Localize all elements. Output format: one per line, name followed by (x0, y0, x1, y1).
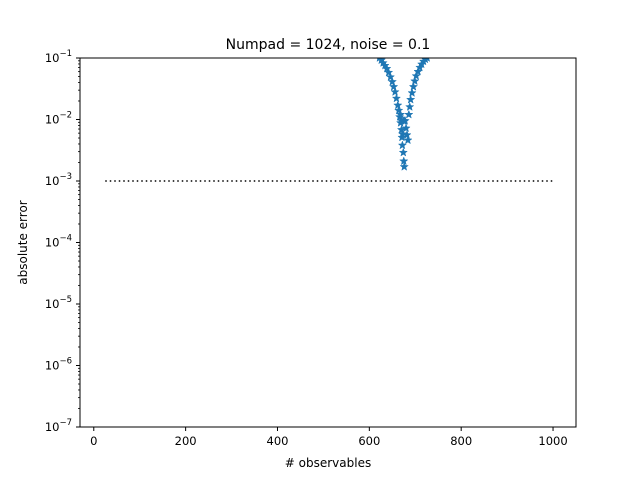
x-tick-label: 400 (267, 434, 289, 448)
data-point-star (388, 81, 399, 91)
data-point-star (385, 72, 396, 82)
axis-ticks: 0 200 400 600 800 1000 10−7 10−6 10−5 10−4 10−3 10−… (45, 49, 568, 448)
x-axis-label: # observables (285, 456, 371, 470)
data-point-star (387, 76, 397, 86)
data-point-star (391, 93, 402, 103)
data-point-star (399, 161, 409, 171)
data-point-star (401, 123, 411, 133)
data-point-star (407, 88, 417, 97)
data-point-star (397, 140, 408, 150)
y-tick-label: 10−1 (45, 49, 72, 65)
y-tick-label: 10−7 (45, 418, 72, 434)
data-point-star (402, 130, 412, 139)
y-tick-label: 10−6 (45, 357, 72, 373)
y-tick-label: 10−3 (45, 172, 72, 188)
y-axis-label: absolute error (16, 200, 30, 285)
data-point-star (405, 102, 415, 111)
chart-title: Numpad = 1024, noise = 0.1 (226, 37, 431, 53)
x-tick-label: 1000 (538, 434, 567, 448)
data-point-star (383, 67, 394, 77)
data-point-star (405, 94, 416, 104)
data-point-star (424, 58, 431, 62)
data-point-star (390, 87, 400, 96)
x-tick-label: 600 (358, 434, 380, 448)
data-point-star (400, 115, 410, 125)
data-point-star (394, 105, 404, 115)
x-tick-label: 200 (175, 434, 197, 448)
data-point-star (398, 147, 408, 157)
data-point-star (403, 135, 413, 145)
data-point-star (408, 81, 419, 91)
data-point-star (395, 109, 406, 119)
y-tick-label: 10−4 (45, 234, 72, 250)
plot-area (105, 58, 554, 182)
data-point-star (411, 71, 421, 80)
data-point-star (404, 109, 414, 119)
y-tick-label: 10−2 (45, 111, 72, 127)
data-point-star (393, 100, 403, 110)
data-point-star (397, 129, 408, 139)
data-point-star (382, 63, 392, 73)
y-tick-label: 10−5 (45, 295, 72, 311)
x-tick-label: 800 (450, 434, 472, 448)
x-tick-label: 0 (90, 434, 97, 448)
data-point-star (399, 156, 409, 166)
data-point-star (410, 76, 420, 86)
